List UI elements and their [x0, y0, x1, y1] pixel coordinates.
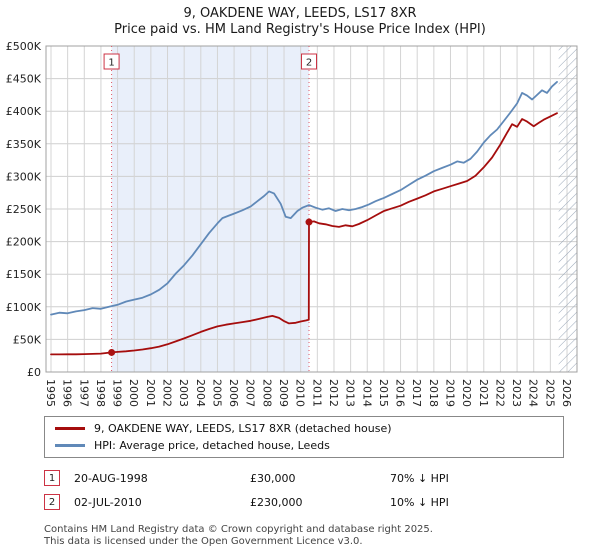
chart-area: £0 £50K £100K £150K £200K £250K £300K £350K £400… — [0, 40, 600, 414]
x-tick-label: 2012 — [327, 379, 340, 407]
sale-1-price: £30,000 — [250, 471, 296, 485]
x-tick-label: 2006 — [227, 379, 240, 407]
y-tick-label: £50K — [13, 333, 42, 346]
sales-table: 1 20-AUG-1998 £30,000 70% ↓ HPI 2 02-JUL… — [44, 470, 600, 510]
hpi-legend-label: HPI: Average price, detached house, Leed… — [94, 439, 330, 452]
y-tick-label: £450K — [6, 73, 42, 86]
y-tick-label: £100K — [6, 301, 42, 314]
legend-item-property: 9, OAKDENE WAY, LEEDS, LS17 8XR (detache… — [55, 422, 553, 435]
footer-copyright-line: Contains HM Land Registry data © Crown c… — [44, 524, 433, 535]
x-tick-label: 2026 — [560, 379, 573, 407]
y-tick-label: £250K — [6, 203, 42, 216]
x-tick-label: 2008 — [260, 379, 273, 407]
property-legend-label: 9, OAKDENE WAY, LEEDS, LS17 8XR (detache… — [94, 422, 392, 435]
x-tick-label: 2023 — [510, 379, 523, 407]
y-tick-label: £200K — [6, 236, 42, 249]
x-tick-label: 2016 — [394, 379, 407, 407]
legend-item-hpi: HPI: Average price, detached house, Leed… — [55, 439, 553, 452]
y-tick-label: £300K — [6, 170, 42, 183]
price-history-chart: £0 £50K £100K £150K £200K £250K £300K £350K £400… — [6, 40, 578, 407]
x-tick-label: 2017 — [410, 379, 423, 407]
x-tick-label: 2018 — [427, 379, 440, 407]
x-tick-label: 2004 — [194, 379, 207, 407]
x-tick-label: 2001 — [144, 379, 157, 407]
x-tick-label: 2007 — [244, 379, 257, 407]
x-tick-label: 2025 — [543, 379, 556, 407]
sale-marker-box — [103, 53, 120, 70]
x-tick-label: 2021 — [477, 379, 490, 407]
sale-point-marker — [305, 218, 313, 226]
x-tick-label: 1995 — [44, 379, 57, 407]
x-tick-label: 1998 — [94, 379, 107, 407]
sale-1-marker-box: 1 — [44, 470, 60, 486]
hpi-line — [50, 81, 558, 316]
x-tick-label: 2015 — [377, 379, 390, 407]
future-hatch-region — [558, 46, 577, 372]
y-tick-label: £400K — [6, 105, 42, 118]
footer-licence-line: This data is licensed under the Open Gov… — [44, 536, 363, 547]
x-tick-label: 2013 — [344, 379, 357, 407]
sale-row-1: 1 20-AUG-1998 £30,000 70% ↓ HPI — [44, 470, 600, 486]
x-tick-label: 1996 — [61, 379, 74, 407]
y-tick-label: £150K — [6, 268, 42, 281]
sale-1-date: 20-AUG-1998 — [74, 471, 148, 485]
x-tick-label: 2020 — [460, 379, 473, 407]
footer: Contains HM Land Registry data © Crown c… — [44, 524, 600, 548]
x-tick-label: 2011 — [310, 379, 323, 407]
chart-page: 9, OAKDENE WAY, LEEDS, LS17 8XR Price pa… — [0, 6, 600, 548]
x-tick-label: 2024 — [527, 379, 540, 407]
x-tick-label: 2002 — [161, 379, 174, 407]
x-tick-label: 2000 — [127, 379, 140, 407]
sale-point-marker — [108, 348, 116, 356]
y-tick-label: £500K — [6, 40, 42, 53]
page-title: 9, OAKDENE WAY, LEEDS, LS17 8XR — [183, 6, 417, 21]
x-tick-label: 2010 — [294, 379, 307, 407]
sale-2-hpi-diff: 10% ↓ HPI — [390, 495, 449, 509]
page-subtitle: Price paid vs. HM Land Registry's House … — [114, 22, 486, 37]
x-tick-label: 2019 — [443, 379, 456, 407]
x-tick-label: 2005 — [210, 379, 223, 407]
chart-legend: 9, OAKDENE WAY, LEEDS, LS17 8XR (detache… — [44, 416, 564, 458]
x-tick-label: 2003 — [177, 379, 190, 407]
sale-marker-number: 1 — [108, 58, 114, 69]
sale-2-price: £230,000 — [250, 495, 303, 509]
sale-marker-box — [301, 53, 318, 70]
x-tick-label: 1999 — [111, 379, 124, 407]
x-tick-label: 1997 — [77, 379, 90, 407]
sale-row-2: 2 02-JUL-2010 £230,000 10% ↓ HPI — [44, 494, 600, 510]
sale-2-date: 02-JUL-2010 — [74, 495, 142, 509]
sale-marker-number: 2 — [306, 58, 312, 69]
sale-2-marker-box: 2 — [44, 494, 60, 510]
x-tick-label: 2014 — [360, 379, 373, 407]
hpi-line-swatch — [55, 444, 85, 447]
sale-1-hpi-diff: 70% ↓ HPI — [390, 471, 449, 485]
x-tick-label: 2022 — [493, 379, 506, 407]
property-line-swatch — [55, 427, 85, 430]
x-tick-label: 2009 — [277, 379, 290, 407]
y-tick-label: £0 — [27, 366, 41, 379]
y-tick-label: £350K — [6, 138, 42, 151]
